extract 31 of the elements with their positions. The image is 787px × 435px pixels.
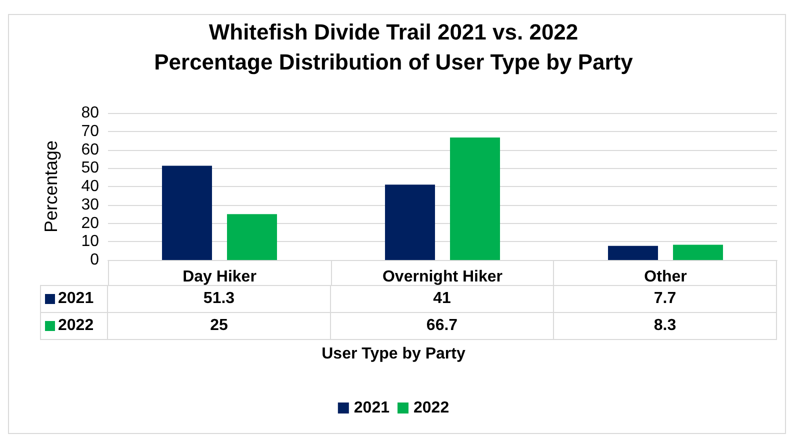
y-tick-label: 50 — [81, 160, 100, 177]
x-tick-label: Other — [644, 268, 687, 286]
text: 2021 — [354, 400, 390, 416]
data-label: 51.3 — [107, 286, 330, 312]
data-label: 7.7 — [553, 286, 777, 312]
y-tick-label: 80 — [81, 104, 100, 122]
legend-label: 2021 — [40, 286, 107, 312]
data-label: 25 — [107, 313, 330, 339]
text: 2022 — [58, 317, 94, 334]
bar — [608, 246, 658, 260]
y-axis-title: Percentage — [41, 140, 61, 233]
y-tick-label: 40 — [81, 178, 100, 195]
bar — [227, 214, 277, 260]
chart-title: Whitefish Divide Trail 2021 vs. 2022 Percentage Distribution of User Type by Party — [154, 20, 634, 74]
legend-label: 2022 — [414, 400, 450, 416]
x-axis-title: User Type by Party — [322, 346, 466, 362]
y-tick-label: 0 — [90, 252, 100, 268]
y-tick-label: 70 — [81, 122, 100, 140]
data-label: 66.7 — [330, 313, 553, 339]
bar — [450, 137, 500, 260]
y-tick-label: 60 — [81, 141, 100, 158]
data-label: 41 — [330, 286, 553, 312]
y-tick-label: 20 — [81, 214, 100, 232]
y-tick-label: 30 — [81, 196, 100, 214]
x-tick-label: Overnight Hiker — [382, 268, 503, 286]
bar — [673, 244, 723, 260]
bar — [385, 184, 435, 260]
x-tick-label: Day Hiker — [182, 268, 256, 286]
data-label: 8.3 — [553, 313, 777, 339]
bar — [162, 166, 212, 260]
y-tick-label: 10 — [81, 233, 100, 250]
